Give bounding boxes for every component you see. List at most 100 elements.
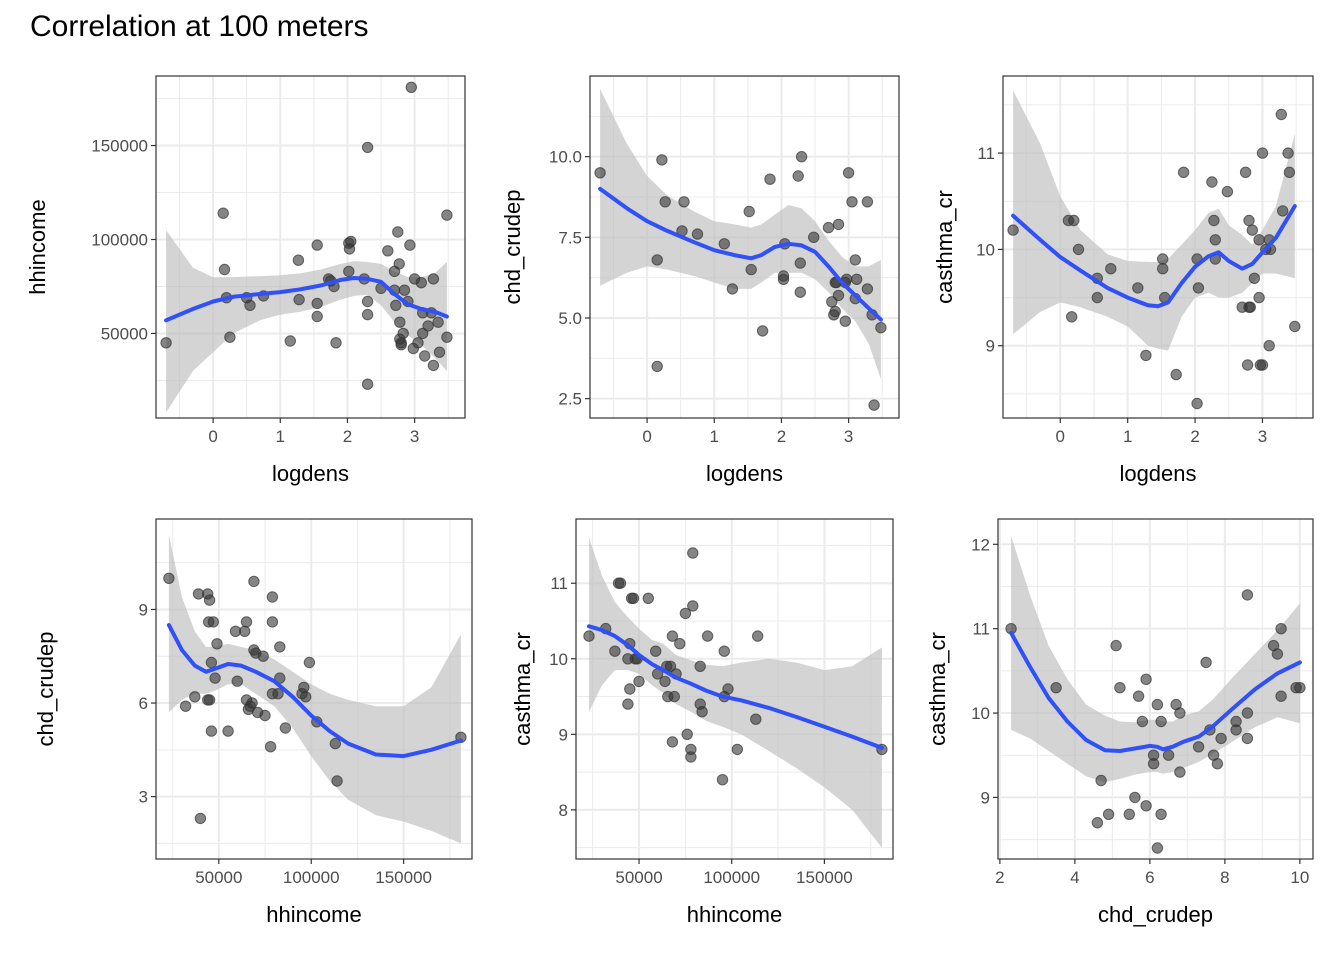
- y-tick-label: 9: [139, 600, 148, 619]
- data-point: [259, 709, 271, 722]
- x-axis-title: logdens: [272, 461, 349, 486]
- data-point: [394, 316, 406, 328]
- data-point: [722, 683, 734, 695]
- smooth-line: [598, 186, 883, 322]
- data-point: [218, 263, 231, 276]
- data-point: [272, 688, 284, 700]
- data-point: [331, 775, 343, 787]
- data-point: [203, 594, 216, 606]
- panel-border: [1002, 75, 1314, 419]
- y-tick-label: 12: [971, 535, 990, 554]
- data-point: [875, 322, 887, 334]
- x-tick-label: 0: [642, 427, 651, 446]
- panel-background: [156, 76, 465, 418]
- data-point: [330, 337, 342, 349]
- data-point: [1151, 698, 1164, 711]
- smooth-line: [1009, 630, 1302, 753]
- data-point: [248, 575, 260, 588]
- data-point: [361, 308, 374, 321]
- data-point: [1239, 166, 1252, 179]
- data-point: [1162, 749, 1175, 761]
- data-point: [1066, 311, 1078, 323]
- data-point: [851, 273, 863, 285]
- data-point: [795, 151, 808, 163]
- x-tick-label: 3: [410, 427, 419, 446]
- y-tick-label: 11: [550, 574, 568, 593]
- data-point: [1241, 359, 1254, 371]
- panel-p3: 0 1 2 3 9 10 11 logdens casthma_cr: [932, 75, 1314, 486]
- data-point: [691, 228, 704, 240]
- data-point: [392, 226, 404, 238]
- data-point: [808, 231, 820, 244]
- data-point: [257, 650, 269, 662]
- data-point: [240, 616, 253, 628]
- data-point: [1248, 272, 1261, 284]
- data-point: [1132, 690, 1145, 702]
- data-point: [395, 337, 407, 349]
- data-point: [868, 399, 880, 411]
- data-point: [274, 641, 286, 653]
- y-tick-label: 7.5: [558, 228, 582, 247]
- x-tick-label: 10: [1290, 868, 1309, 887]
- data-point: [419, 350, 431, 362]
- y-tick-label: 10: [971, 704, 990, 723]
- data-point: [716, 774, 729, 786]
- x-tick-label: 6: [1145, 868, 1154, 887]
- confidence-ribbon: [166, 230, 447, 413]
- x-tick-label: 8: [1220, 868, 1229, 887]
- data-point: [205, 725, 218, 737]
- data-point: [1114, 682, 1126, 694]
- data-point: [222, 725, 234, 737]
- data-point: [849, 254, 861, 266]
- data-point: [441, 331, 453, 343]
- data-point: [743, 205, 755, 218]
- data-point: [345, 235, 357, 248]
- data-point: [1068, 214, 1080, 227]
- data-point: [1129, 791, 1141, 804]
- data-point: [1102, 808, 1115, 820]
- panel-p4: 50000 100000 150000 3 6 9 hhincome chd_crudep: [33, 518, 473, 927]
- data-point: [163, 572, 175, 584]
- data-point: [656, 154, 668, 166]
- data-point: [203, 694, 216, 706]
- data-point: [404, 239, 416, 251]
- data-point: [207, 616, 220, 628]
- x-tick-label: 3: [1258, 427, 1267, 446]
- data-point: [405, 81, 417, 94]
- confidence-ribbon: [168, 534, 461, 844]
- y-tick-label: 6: [139, 694, 148, 713]
- y-tick-label: 50000: [101, 324, 148, 343]
- data-point: [1209, 234, 1222, 246]
- data-point: [361, 295, 374, 308]
- y-axis-title: chd_crudep: [33, 632, 58, 747]
- data-point: [678, 196, 690, 208]
- data-point: [1110, 639, 1122, 652]
- panel-p2: 0 1 2 3 2.5 5.0 7.5 10.0 logdens chd_crudep: [500, 75, 900, 486]
- x-tick-label: 0: [1056, 427, 1065, 446]
- x-tick-label: 2: [343, 427, 352, 446]
- data-point: [642, 592, 654, 604]
- data-point: [1200, 656, 1212, 669]
- data-point: [211, 638, 223, 650]
- data-point: [1151, 842, 1164, 854]
- data-point: [832, 289, 845, 302]
- data-point: [427, 359, 440, 372]
- data-point: [861, 283, 874, 295]
- data-point: [427, 273, 440, 285]
- data-point: [1123, 808, 1136, 820]
- figure-title: Correlation at 100 meters: [30, 10, 369, 43]
- data-point: [279, 722, 292, 734]
- data-point: [681, 728, 693, 740]
- data-point: [694, 660, 706, 672]
- data-point: [685, 751, 697, 763]
- data-point: [1283, 166, 1296, 179]
- data-point: [397, 327, 409, 340]
- data-point: [311, 297, 323, 310]
- data-point: [1253, 291, 1265, 304]
- data-point: [1246, 224, 1259, 236]
- data-point: [246, 697, 258, 709]
- y-axis-title: chd_crudep: [500, 190, 525, 305]
- data-point: [292, 254, 305, 266]
- data-point: [1105, 263, 1117, 275]
- data-point: [764, 173, 776, 185]
